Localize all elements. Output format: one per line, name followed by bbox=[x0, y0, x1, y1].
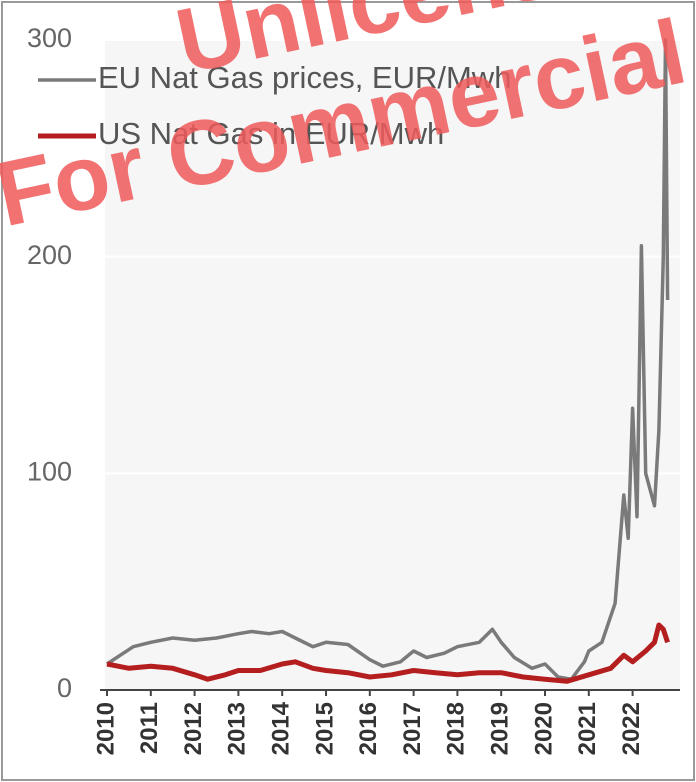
x-tick-label: 2019 bbox=[487, 702, 514, 755]
x-tick-label: 2014 bbox=[268, 701, 295, 755]
x-tick-label: 2016 bbox=[355, 702, 382, 755]
y-tick-label: 100 bbox=[27, 456, 72, 486]
legend-label: US Nat Gas in EUR/Mwh bbox=[98, 116, 444, 151]
line-series bbox=[106, 38, 670, 681]
x-tick-label: 2020 bbox=[530, 702, 557, 755]
x-tick-label: 2010 bbox=[92, 702, 119, 755]
plot-area bbox=[105, 40, 680, 690]
x-tick-label: 2011 bbox=[136, 702, 163, 754]
y-tick-label: 300 bbox=[27, 23, 72, 53]
y-tick-label: 0 bbox=[57, 673, 72, 703]
line-series bbox=[106, 622, 670, 684]
y-tick-label: 200 bbox=[27, 240, 72, 270]
x-tick-label: 2015 bbox=[311, 702, 338, 755]
x-tick-label: 2022 bbox=[618, 702, 645, 755]
x-tick-label: 2017 bbox=[399, 702, 426, 755]
legend-label: EU Nat Gas prices, EUR/Mwh bbox=[98, 60, 511, 95]
x-tick-label: 2021 bbox=[574, 702, 601, 755]
x-tick-label: 2012 bbox=[180, 702, 207, 755]
x-tick-label: 2013 bbox=[224, 702, 251, 755]
x-tick-label: 2018 bbox=[443, 702, 470, 755]
